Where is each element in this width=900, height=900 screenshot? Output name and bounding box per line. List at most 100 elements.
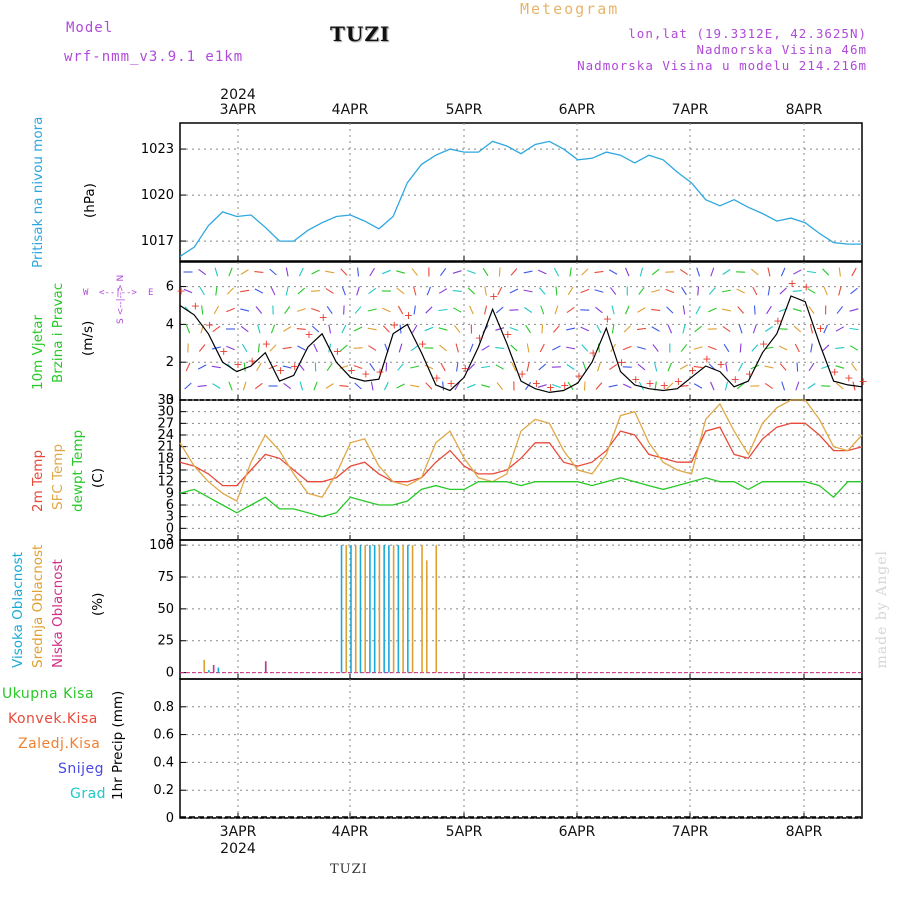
top-date-label: 6APR [559,102,596,118]
wind-arrow [596,324,602,334]
wind-arrow [298,267,304,277]
wind-arrow [609,363,618,371]
wind-arrow [212,383,221,389]
wind-arrow [425,306,433,314]
wind-arrow [214,267,219,277]
wind-arrow [511,362,517,372]
wind-arrow [679,268,688,276]
y-tick-label: 15 [157,463,174,478]
y-tick-label: 6 [166,280,174,295]
wind-arrow [537,384,547,388]
wind-arrow [636,327,646,331]
wind-arrow [240,325,249,333]
bottom-date-label: 8APR [786,824,823,840]
wind-arrow [481,365,491,369]
footer-station: TUZI [330,862,368,877]
wind-arrow [481,345,490,351]
wind-arrow [285,286,289,296]
wind-arrow [792,308,802,312]
compass-east-label: E [148,288,154,298]
wind-arrow [495,327,505,331]
panel-frame [179,678,863,819]
wind-arrow [767,286,771,296]
gust-marker: + [702,352,711,365]
wind-arrow [581,344,589,352]
wind-arrow [510,268,518,276]
y-tick-label: 1017 [141,234,174,249]
wind-arrow [553,267,560,277]
wind-arrow [382,325,390,333]
wind-arrow [526,343,530,353]
panel-0: 1017 1020 1023 [141,122,863,262]
wind-arrow [595,382,603,390]
y-tick-label: 12 [157,475,174,490]
gust-marker: + [844,371,853,384]
wind-arrow [438,288,448,294]
wind-arrow [413,305,416,315]
wind-arrow [566,346,576,350]
wind-arrow [779,363,787,371]
wind-arrow [722,269,731,275]
gust-marker: + [205,318,214,331]
wind-arrow [311,325,320,333]
wind-arrow [510,344,518,352]
top-date-label: 7APR [672,102,709,118]
wind-arrow [696,267,701,277]
wind-arrow [397,363,404,371]
wind-arrow [697,286,700,296]
elevation-label: Nadmorska Visina 46m [696,42,867,57]
gust-marker: + [446,377,455,390]
y-tick-label: 0 [166,521,174,536]
wind-arrow [823,286,828,296]
wind-arrow [353,347,363,349]
wind-arrow [255,306,263,314]
wind-arrow [651,268,660,276]
wind-arrow [370,381,374,391]
wind-arrow [611,324,615,334]
wind-arrow [410,384,420,388]
wind-arrow [325,383,334,389]
wind-arrow [326,362,333,372]
wind-arrow [554,305,559,315]
wind-arrow [569,267,572,277]
gust-marker: + [404,309,413,322]
wind-arrow [835,326,845,332]
bottom-date-labels: 3APR 4APR 5APR 6APR 7APR 8APR [220,824,823,840]
gust-marker: + [333,345,342,358]
wind-arrow [241,343,248,353]
wind-arrow [341,286,346,296]
wind-arrow [299,381,304,391]
y-tick-label: 0 [166,393,174,408]
wind-arrow [269,344,277,352]
wind-arrow [810,343,813,353]
wind-arrow [425,382,433,390]
wind-arrow [836,306,844,314]
gust-marker: + [461,362,470,375]
panel-1: 0 2 4 6 + + + + + + + + + + + + + + + + + + + + + + + + + + + + + + + + + + + +… [166,261,868,408]
compass-west-label: W [83,288,89,298]
wind-arrow [383,381,389,391]
wind-arrow [398,343,403,353]
wind-arrow [282,346,292,350]
wind-arrow [243,362,246,372]
wind-arrow [509,326,519,332]
wind-arrow [764,382,773,390]
wind-arrow [396,270,406,274]
wind-arrow [296,328,306,330]
y-tick-label: 27 [157,416,174,431]
wind-arrow [197,385,207,387]
gust-marker: + [304,328,313,341]
wind-arrow [666,382,674,390]
wind-arrow [509,288,519,294]
wind-arrow [269,268,277,276]
gust-marker: + [617,356,626,369]
wind-arrow [751,344,759,352]
wind-arrow [498,267,501,277]
wind-arrow [780,267,786,277]
wind-arrow [580,326,590,332]
wind-arrow [566,327,576,331]
wind-arrow [609,287,617,295]
wind-arrow [725,362,728,372]
y-tick-label: 30 [157,405,174,420]
